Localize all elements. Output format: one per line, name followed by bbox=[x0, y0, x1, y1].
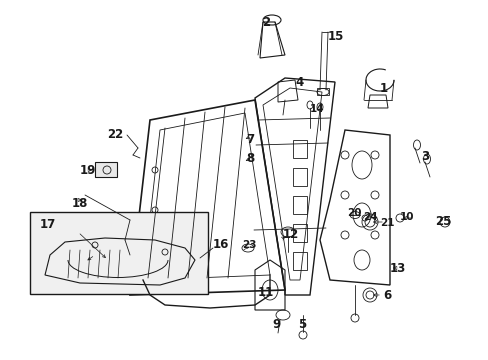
FancyBboxPatch shape bbox=[30, 212, 207, 294]
Text: 7: 7 bbox=[245, 133, 254, 146]
Text: 5: 5 bbox=[297, 318, 305, 331]
Text: 24: 24 bbox=[362, 212, 377, 222]
Bar bbox=[316, 88, 328, 95]
Text: 1: 1 bbox=[379, 82, 387, 95]
Text: 3: 3 bbox=[420, 150, 428, 163]
Text: 10: 10 bbox=[399, 212, 414, 222]
Text: 6: 6 bbox=[382, 289, 390, 302]
Bar bbox=[292, 224, 306, 242]
Text: 15: 15 bbox=[327, 30, 344, 43]
Text: 11: 11 bbox=[258, 286, 274, 299]
Bar bbox=[292, 252, 306, 270]
Text: 13: 13 bbox=[389, 262, 406, 275]
Text: 23: 23 bbox=[242, 240, 256, 250]
Text: 9: 9 bbox=[271, 318, 280, 331]
Text: 18: 18 bbox=[72, 197, 88, 210]
Text: 12: 12 bbox=[283, 228, 299, 241]
Text: 4: 4 bbox=[294, 76, 303, 89]
Bar bbox=[292, 168, 306, 186]
Text: 2: 2 bbox=[262, 16, 269, 29]
Text: 20: 20 bbox=[346, 208, 361, 218]
Bar bbox=[292, 196, 306, 214]
Text: 17: 17 bbox=[40, 218, 56, 231]
Text: 8: 8 bbox=[245, 152, 254, 165]
Text: 25: 25 bbox=[434, 215, 450, 228]
Text: 22: 22 bbox=[107, 128, 123, 141]
Text: 19: 19 bbox=[80, 164, 96, 177]
Text: 14: 14 bbox=[309, 104, 324, 114]
Bar bbox=[95, 162, 117, 177]
Bar bbox=[292, 140, 306, 158]
Text: 21: 21 bbox=[379, 218, 394, 228]
Text: 16: 16 bbox=[213, 238, 229, 251]
